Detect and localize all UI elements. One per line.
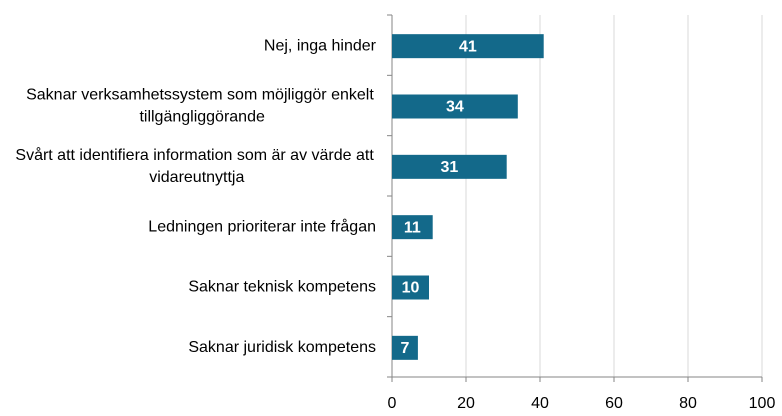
bar <box>392 275 429 300</box>
x-tick-label: 60 <box>605 395 623 411</box>
value-label: 10 <box>402 280 420 297</box>
x-tick-label: 100 <box>749 395 776 411</box>
x-tick-label: 0 <box>388 395 397 411</box>
bar <box>392 94 518 119</box>
x-tick-label: 40 <box>531 395 549 411</box>
category-label: Ledningen prioriterar inte frågan <box>148 217 376 235</box>
value-label: 34 <box>446 99 464 116</box>
value-label: 31 <box>440 159 458 176</box>
category-label: Svårt att identifiera information som är… <box>15 146 378 186</box>
bar <box>392 215 433 240</box>
value-label: 7 <box>400 340 409 357</box>
value-label: 11 <box>404 219 421 236</box>
value-label: 41 <box>459 38 477 55</box>
x-tick-label: 20 <box>457 395 475 411</box>
category-label: Saknar teknisk kompetens <box>188 279 376 296</box>
bar <box>392 335 418 360</box>
category-label: Saknar verksamhetssystem som möjliggör e… <box>26 87 378 126</box>
bar <box>392 154 507 179</box>
category-label: Nej, inga hinder <box>264 37 377 54</box>
bar <box>392 34 544 59</box>
category-label: Saknar juridisk kompetens <box>188 339 376 356</box>
x-tick-label: 80 <box>679 395 697 411</box>
